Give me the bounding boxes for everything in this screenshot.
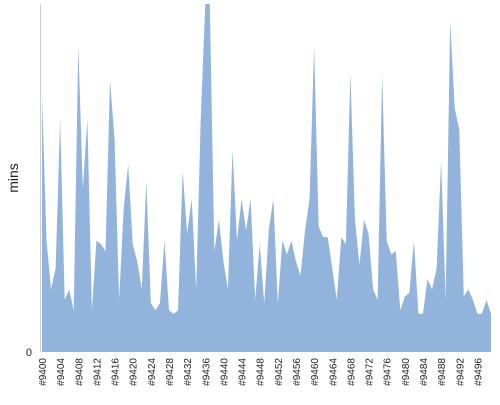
area (42, 4, 491, 352)
x-tick-label: #9428 (165, 358, 176, 386)
x-tick-label: #9460 (310, 358, 321, 386)
x-tick-label: #9436 (201, 358, 212, 386)
x-tick-label: #9456 (292, 358, 303, 386)
x-tick-label: #9488 (437, 358, 448, 386)
x-tick-label: #9412 (92, 358, 103, 386)
x-tick-label: #9464 (328, 358, 339, 386)
y-axis-label: mins (5, 163, 21, 193)
x-tick-label: #9476 (383, 358, 394, 386)
x-tick-label: #9480 (401, 358, 412, 386)
x-tick-label: #9472 (365, 358, 376, 386)
x-tick-label: #9444 (238, 358, 249, 386)
y-tick-label: 0 (26, 347, 32, 359)
x-tick-label: #9416 (111, 358, 122, 386)
x-tick-label: #9484 (419, 358, 430, 386)
x-tick-label: #9408 (74, 358, 85, 386)
x-tick-label: #9400 (38, 358, 49, 386)
x-tick-label: #9440 (219, 358, 230, 386)
x-tick-label: #9496 (473, 358, 484, 386)
x-tick-label: #9448 (256, 358, 267, 386)
x-tick-label: #9492 (455, 358, 466, 386)
x-tick-label: #9424 (147, 358, 158, 386)
x-tick-label: #9420 (129, 358, 140, 386)
x-tick-label: #9432 (183, 358, 194, 386)
x-tick-label: #9468 (346, 358, 357, 386)
x-tick-label: #9452 (274, 358, 285, 386)
x-tick-label: #9404 (56, 358, 67, 386)
